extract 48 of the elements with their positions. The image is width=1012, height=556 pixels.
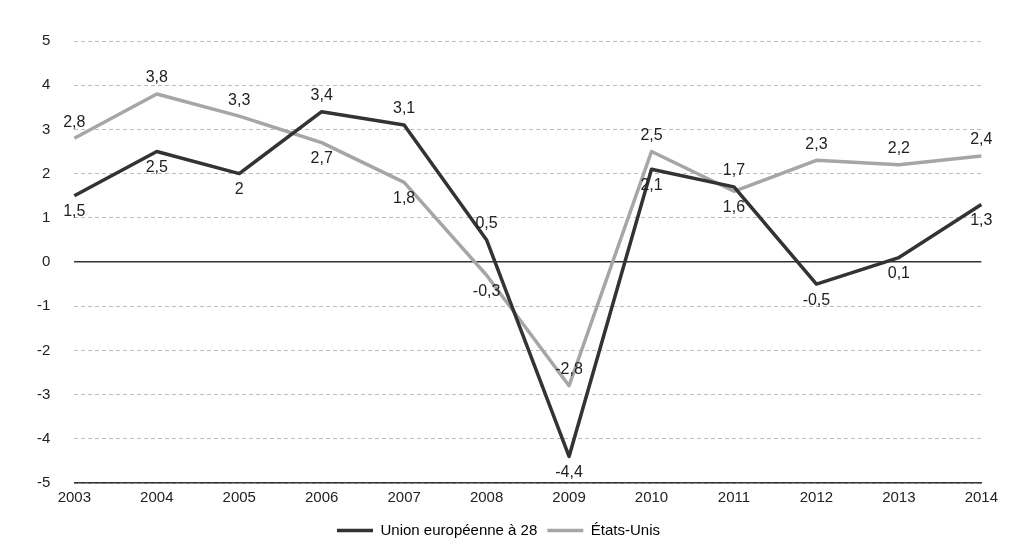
data-label: 2,5 [145, 157, 169, 175]
data-label: -4,4 [555, 462, 583, 480]
x-tick-label: 2010 [634, 488, 669, 506]
x-tick-label: 2003 [57, 488, 92, 506]
y-tick-label: -5 [36, 473, 51, 491]
data-label: 2,2 [887, 139, 911, 157]
data-label: 3,8 [145, 68, 169, 86]
data-label: 2,5 [640, 125, 663, 143]
x-tick-label: 2014 [964, 488, 998, 506]
y-tick-label: 3 [41, 119, 51, 137]
data-label: 2 [234, 180, 244, 198]
data-label: 1,6 [722, 197, 746, 215]
y-tick-label: 2 [41, 163, 51, 181]
legend-label: États-Unis [590, 520, 660, 538]
y-tick-label: -2 [36, 340, 51, 358]
data-label: 0,5 [475, 214, 498, 232]
y-tick-label: -1 [36, 296, 51, 314]
data-label: 2,3 [805, 134, 828, 152]
y-tick-label: 4 [41, 75, 51, 93]
data-label: -0,5 [802, 290, 831, 308]
data-label: 1,8 [393, 188, 416, 206]
y-tick-label: 0 [41, 252, 51, 270]
data-label: 0,1 [887, 263, 911, 281]
data-label: -0,3 [472, 281, 501, 299]
x-tick-label: 2012 [799, 488, 834, 506]
data-label: 2,7 [310, 149, 333, 167]
data-label: 1,3 [970, 210, 993, 228]
x-tick-label: 2008 [469, 488, 504, 506]
x-tick-label: 2009 [552, 488, 586, 506]
x-tick-label: 2004 [140, 488, 174, 506]
x-tick-label: 2006 [305, 488, 339, 506]
x-tick-label: 2013 [882, 488, 916, 506]
x-tick-label: 2007 [387, 488, 421, 506]
y-tick-label: 1 [41, 207, 51, 225]
x-tick-label: 2011 [717, 488, 751, 506]
y-tick-label: -4 [36, 428, 51, 446]
data-label: 2,8 [63, 112, 86, 130]
data-label: 3,1 [393, 99, 416, 117]
data-label: 1,5 [63, 202, 86, 220]
data-label: 3,4 [310, 86, 333, 104]
data-label: 2,4 [970, 130, 993, 148]
y-tick-label: 5 [41, 31, 51, 49]
x-tick-label: 2005 [222, 488, 256, 506]
data-label: 3,3 [228, 90, 251, 108]
data-label: -2,8 [555, 360, 583, 378]
data-label: 1,7 [722, 161, 746, 179]
legend-label: Union européenne à 28 [380, 520, 538, 538]
y-tick-label: -3 [36, 384, 51, 402]
